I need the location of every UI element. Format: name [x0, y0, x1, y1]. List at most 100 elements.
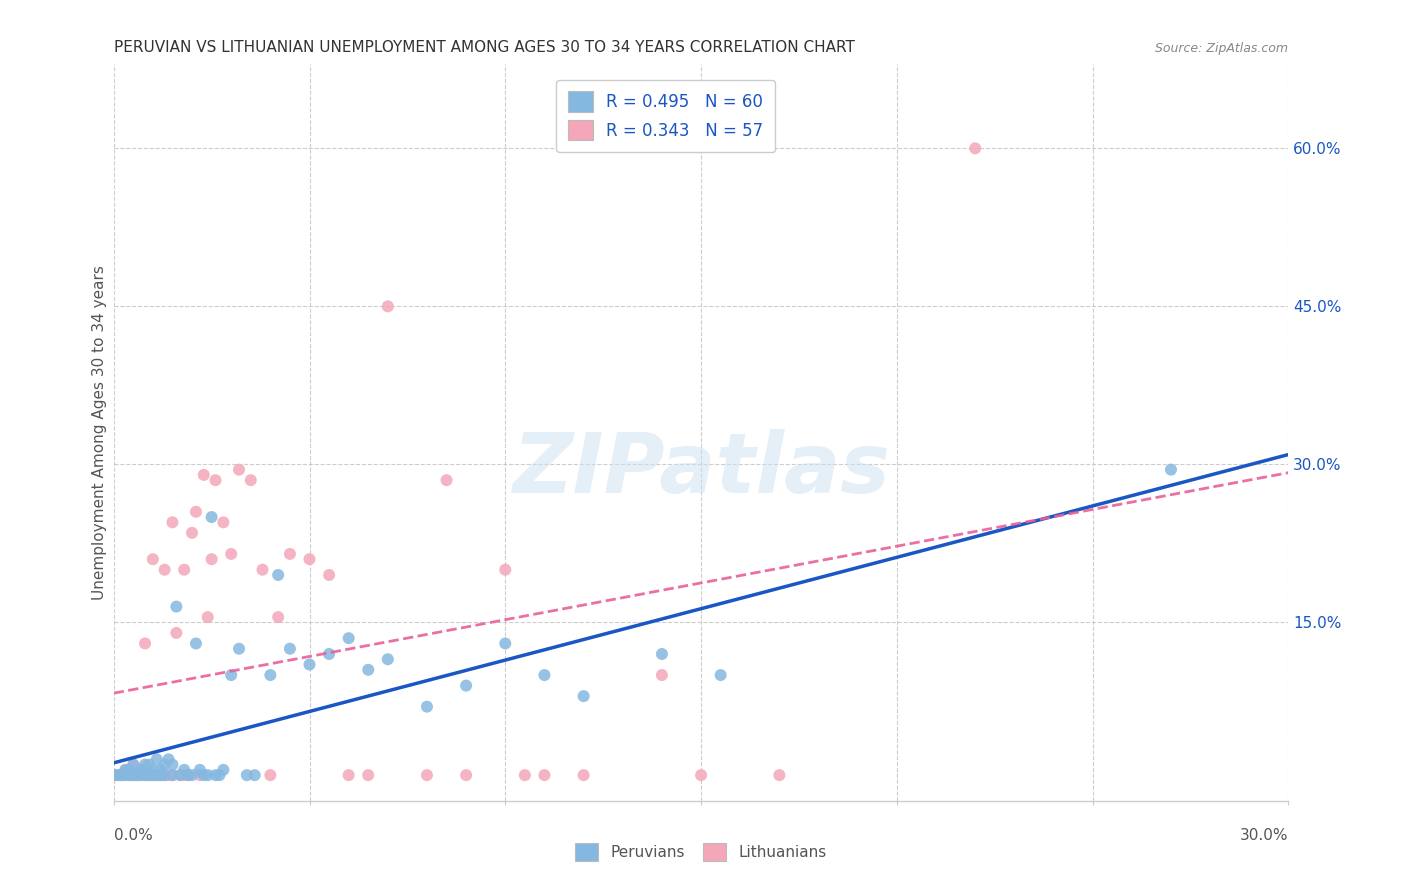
Point: [965, 141, 987, 155]
Point: [456, 679, 478, 693]
Point: [572, 689, 595, 703]
Point: [142, 763, 165, 777]
Point: [173, 763, 195, 777]
Point: [153, 563, 176, 577]
Point: [267, 610, 290, 624]
Point: [212, 516, 235, 530]
Point: [149, 768, 172, 782]
Point: [690, 768, 713, 782]
Point: [138, 768, 160, 782]
Point: [134, 768, 156, 782]
Point: [436, 473, 458, 487]
Point: [228, 462, 250, 476]
Text: 0.0%: 0.0%: [114, 829, 152, 843]
Point: [236, 768, 259, 782]
Point: [252, 563, 274, 577]
Point: [142, 768, 165, 782]
Point: [201, 552, 224, 566]
Y-axis label: Unemployment Among Ages 30 to 34 years: Unemployment Among Ages 30 to 34 years: [93, 265, 107, 600]
Point: [768, 768, 790, 782]
Point: [188, 768, 211, 782]
Point: [149, 768, 172, 782]
Point: [278, 641, 301, 656]
Point: [318, 647, 340, 661]
Point: [357, 768, 380, 782]
Point: [107, 768, 129, 782]
Text: Source: ZipAtlas.com: Source: ZipAtlas.com: [1156, 42, 1288, 55]
Point: [197, 768, 219, 782]
Point: [157, 768, 180, 782]
Point: [219, 547, 242, 561]
Point: [177, 768, 200, 782]
Legend: Peruvians, Lithuanians: Peruvians, Lithuanians: [569, 837, 832, 868]
Point: [357, 663, 380, 677]
Point: [162, 768, 184, 782]
Point: [416, 768, 439, 782]
Point: [129, 763, 152, 777]
Point: [122, 768, 145, 782]
Text: 30.0%: 30.0%: [1240, 829, 1288, 843]
Text: ZIPatlas: ZIPatlas: [512, 429, 890, 510]
Point: [197, 610, 219, 624]
Point: [118, 763, 141, 777]
Point: [184, 505, 207, 519]
Point: [377, 299, 399, 313]
Point: [377, 652, 399, 666]
Point: [169, 768, 191, 782]
Point: [259, 668, 281, 682]
Point: [416, 699, 439, 714]
Point: [114, 768, 136, 782]
Point: [134, 768, 156, 782]
Point: [456, 768, 478, 782]
Point: [142, 768, 165, 782]
Point: [110, 768, 132, 782]
Point: [193, 768, 215, 782]
Point: [173, 768, 195, 782]
Point: [259, 768, 281, 782]
Point: [146, 768, 169, 782]
Point: [337, 768, 360, 782]
Point: [513, 768, 536, 782]
Point: [212, 763, 235, 777]
Point: [165, 599, 187, 614]
Point: [114, 763, 136, 777]
Point: [142, 552, 165, 566]
Point: [157, 752, 180, 766]
Point: [572, 768, 595, 782]
Point: [193, 467, 215, 482]
Point: [204, 768, 226, 782]
Point: [129, 763, 152, 777]
Point: [146, 752, 169, 766]
Point: [494, 636, 516, 650]
Point: [651, 668, 673, 682]
Point: [165, 626, 187, 640]
Point: [188, 763, 211, 777]
Point: [181, 768, 204, 782]
Point: [239, 473, 262, 487]
Point: [278, 547, 301, 561]
Point: [533, 768, 555, 782]
Point: [533, 668, 555, 682]
Point: [153, 768, 176, 782]
Point: [134, 636, 156, 650]
Point: [129, 768, 152, 782]
Point: [494, 563, 516, 577]
Point: [298, 657, 321, 672]
Point: [103, 768, 125, 782]
Point: [651, 647, 673, 661]
Point: [134, 757, 156, 772]
Point: [298, 552, 321, 566]
Point: [110, 768, 132, 782]
Point: [138, 757, 160, 772]
Point: [127, 768, 149, 782]
Point: [201, 510, 224, 524]
Point: [184, 636, 207, 650]
Point: [228, 641, 250, 656]
Point: [162, 768, 184, 782]
Point: [153, 757, 176, 772]
Point: [118, 768, 141, 782]
Point: [177, 768, 200, 782]
Point: [169, 768, 191, 782]
Point: [118, 768, 141, 782]
Point: [127, 768, 149, 782]
